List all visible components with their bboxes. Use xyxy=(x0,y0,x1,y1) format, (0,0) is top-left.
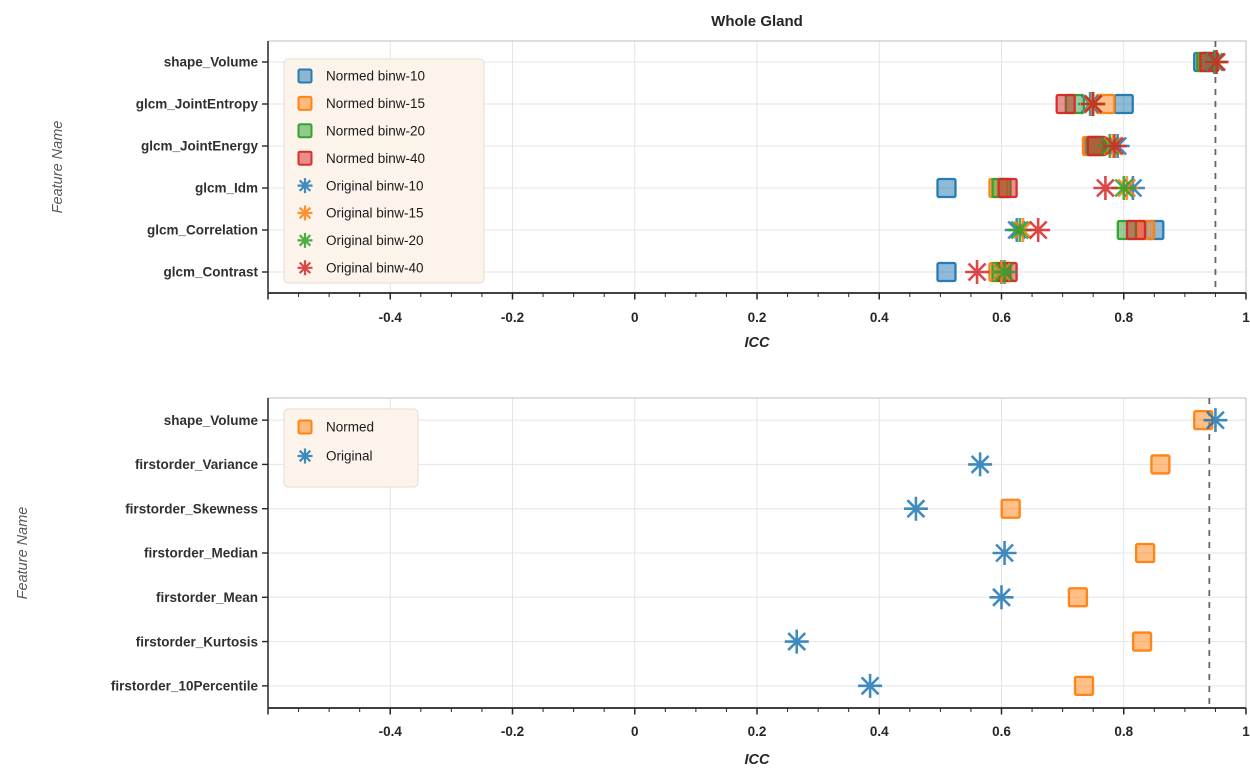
marker-star xyxy=(989,585,1014,610)
x-tick-label: 1 xyxy=(1242,310,1250,325)
x-axis-label: ICC xyxy=(745,752,771,768)
x-tick-label: 0.2 xyxy=(748,724,767,739)
x-tick-label: -0.4 xyxy=(379,310,403,325)
marker-star xyxy=(1102,134,1127,158)
marker-star xyxy=(1093,176,1118,200)
marker-square xyxy=(936,261,957,283)
legend-square-swatch xyxy=(297,68,313,84)
x-tick-label: 0.8 xyxy=(1114,724,1133,739)
feature-label: glcm_JointEntropy xyxy=(136,97,259,112)
marker-square xyxy=(1125,219,1147,241)
marker-star xyxy=(1111,176,1136,200)
marker-square xyxy=(1150,454,1171,475)
feature-label: glcm_Correlation xyxy=(147,223,258,238)
marker-star xyxy=(784,629,809,654)
marker-star xyxy=(1081,92,1106,116)
feature-label: shape_Volume xyxy=(164,55,259,70)
feature-label: firstorder_Variance xyxy=(135,457,259,472)
legend-box xyxy=(283,408,419,488)
chart-title: Whole Gland xyxy=(711,13,803,30)
x-tick-label: 0.8 xyxy=(1114,310,1133,325)
marker-star xyxy=(1007,218,1032,242)
legend-item-label: Normed xyxy=(326,420,374,435)
legend-square-swatch xyxy=(297,95,313,111)
marker-square xyxy=(1113,93,1134,115)
feature-label: firstorder_Kurtosis xyxy=(136,634,258,649)
legend-item-label: Original binw-10 xyxy=(326,178,424,193)
marker-star xyxy=(968,452,993,477)
feature-label: glcm_JointEnergy xyxy=(141,139,259,154)
legend-square-swatch xyxy=(297,419,313,435)
marker-star xyxy=(1203,408,1228,433)
marker-square xyxy=(1055,93,1076,115)
legend-item-label: Normed binw-15 xyxy=(326,96,425,111)
feature-label: glcm_Idm xyxy=(195,181,258,196)
marker-star xyxy=(965,260,990,284)
marker-square xyxy=(936,177,957,199)
feature-label: shape_Volume xyxy=(164,413,259,428)
x-axis-label: ICC xyxy=(745,335,771,351)
legend-item-label: Normed binw-10 xyxy=(326,69,425,84)
marker-star xyxy=(992,260,1017,284)
x-tick-label: -0.2 xyxy=(501,310,524,325)
feature-label: glcm_Contrast xyxy=(163,265,258,280)
legend-star-swatch xyxy=(297,260,313,276)
feature-label: firstorder_Median xyxy=(144,546,258,561)
legend-star-swatch xyxy=(297,178,313,194)
x-tick-label: 0.6 xyxy=(992,724,1011,739)
legend-square-swatch xyxy=(297,150,313,166)
feature-label: firstorder_Mean xyxy=(156,590,258,605)
x-tick-label: 0 xyxy=(631,310,639,325)
legend-item-label: Normed binw-40 xyxy=(326,151,425,166)
marker-square xyxy=(1067,587,1089,608)
legend-item-label: Original binw-20 xyxy=(326,233,424,248)
y-axis-label: Feature Name xyxy=(15,507,31,600)
marker-square xyxy=(1131,631,1153,652)
x-tick-label: 0 xyxy=(631,724,639,739)
marker-star xyxy=(992,541,1017,565)
marker-square xyxy=(1073,675,1095,697)
feature-label: firstorder_10Percentile xyxy=(111,679,259,694)
x-tick-label: 0.6 xyxy=(992,310,1011,325)
x-tick-label: 0.2 xyxy=(748,310,767,325)
x-tick-label: 0.4 xyxy=(870,724,889,739)
legend-star-swatch xyxy=(297,205,313,221)
legend-item-label: Normed binw-20 xyxy=(326,124,425,139)
marker-square xyxy=(997,177,1018,199)
marker-star xyxy=(858,673,883,698)
marker-star xyxy=(1026,218,1051,242)
x-tick-label: 0.4 xyxy=(870,310,889,325)
marker-square xyxy=(1134,542,1156,564)
legend-item-label: Original binw-40 xyxy=(326,261,424,276)
marker-star xyxy=(1204,50,1229,74)
marker-square xyxy=(1000,498,1021,519)
x-tick-label: 1 xyxy=(1242,724,1250,739)
legend-box xyxy=(283,58,485,284)
legend-item-label: Original xyxy=(326,449,373,464)
legend-star-swatch xyxy=(297,448,313,464)
feature-label: firstorder_Skewness xyxy=(125,501,258,516)
legend-square-swatch xyxy=(297,123,313,139)
legend-star-swatch xyxy=(297,232,313,248)
legend-item-label: Original binw-15 xyxy=(326,206,424,221)
y-axis-label: Feature Name xyxy=(50,121,66,214)
marker-star xyxy=(903,496,928,521)
x-tick-label: -0.4 xyxy=(379,724,403,739)
x-tick-label: -0.2 xyxy=(501,724,524,739)
